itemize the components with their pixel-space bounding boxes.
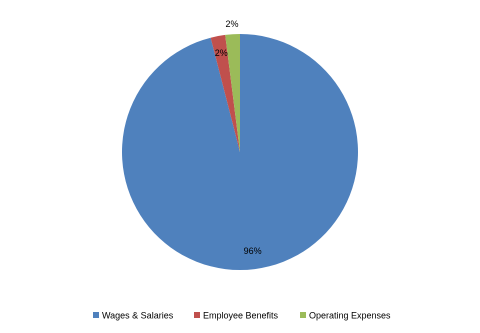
data-label: 2% [215,48,228,58]
data-label: 96% [244,246,262,256]
legend-marker [93,312,99,318]
legend-label: Wages & Salaries [102,310,174,320]
legend-marker [300,312,306,318]
pie-slice [210,34,240,152]
legend-label: Operating Expenses [309,310,391,320]
legend-label: Employee Benefits [203,310,279,320]
pie-slice [225,34,240,152]
data-label: 2% [225,19,238,29]
legend-marker [194,312,200,318]
